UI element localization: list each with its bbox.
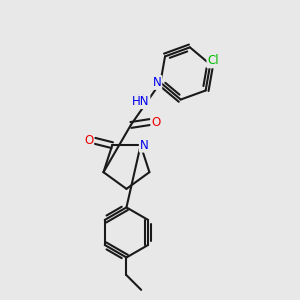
Text: O: O [84,134,93,147]
Text: O: O [151,116,160,128]
Text: Cl: Cl [207,54,219,67]
Text: HN: HN [132,95,149,108]
Text: H: H [137,94,145,104]
Text: N: N [152,76,161,89]
Text: N: N [140,139,148,152]
